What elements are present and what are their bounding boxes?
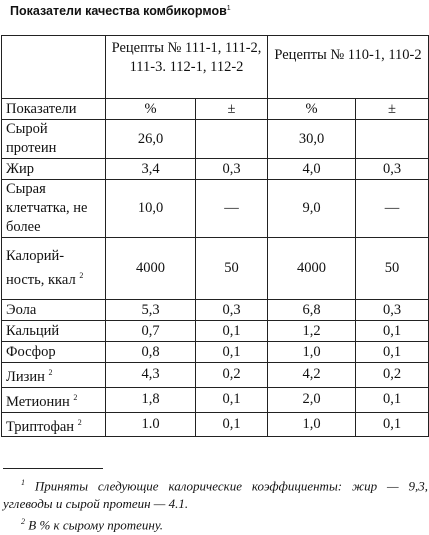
table-row: Калорий-ность, ккал 2 4000 50 4000 50 — [1, 237, 429, 300]
table-row: Триптофан 2 1.0 0,1 1,0 0,1 — [1, 411, 429, 438]
footnote-1: 1 Приняты следующие калорические коэффиц… — [3, 474, 428, 513]
group-2-percent-header: % — [267, 98, 356, 120]
group-2-percent: 4000 — [267, 237, 356, 300]
footnote-mark: 2 — [77, 417, 82, 427]
group-1-percent: 3,4 — [105, 158, 196, 180]
group-2-percent: 1,0 — [267, 341, 356, 363]
group-2-percent: 2,0 — [267, 386, 356, 413]
group-2-tolerance: 0,1 — [354, 341, 429, 363]
table-title: Показатели качества комбикормов1 — [10, 4, 420, 18]
group-1-percent: 26,0 — [105, 119, 196, 159]
footnote-1-mark: 1 — [21, 478, 25, 487]
quality-table: Рецепты № 111-1, 111-2, 111-3. 112-1, 11… — [1, 35, 429, 438]
group-2-percent: 1,2 — [267, 320, 356, 342]
group-2-tolerance: 0,3 — [354, 158, 429, 180]
group-1-tolerance: 0,1 — [195, 341, 268, 363]
group-1-tolerance: 0,3 — [195, 158, 268, 180]
group-1-tolerance: 0,1 — [195, 320, 268, 342]
group-1-percent: 4000 — [105, 237, 196, 300]
group-2-tolerance: 0,2 — [354, 362, 429, 388]
title-footnote-mark: 1 — [226, 4, 231, 12]
table-row: Сырая клетчатка, не более 10,0 — 9,0 — — [1, 179, 429, 238]
group-1-percent: 10,0 — [105, 179, 196, 238]
footnote-mark: 2 — [73, 392, 78, 402]
footnote-mark: 2 — [48, 368, 53, 377]
group-1-percent: 5,3 — [105, 299, 196, 321]
table-row: Жир 3,4 0,3 4,0 0,3 — [1, 158, 429, 180]
group-1-percent: 0,7 — [105, 320, 196, 342]
group-1-tolerance: 0,3 — [195, 299, 268, 321]
group-1-tolerance: 0,2 — [195, 362, 268, 388]
indicator-name: Калорий-ность, ккал 2 — [1, 237, 106, 300]
indicator-name: Триптофан 2 — [1, 411, 106, 438]
group-1-tolerance: 50 — [195, 237, 268, 300]
group-1-percent: 0,8 — [105, 341, 196, 363]
group-2-tolerance: 50 — [354, 237, 429, 300]
indicator-name: Лизин 2 — [1, 362, 106, 388]
group-2-percent: 4,2 — [267, 362, 356, 388]
footnote-2-text: В % к сырому протеину. — [28, 517, 164, 533]
header-empty-cell — [1, 35, 106, 99]
group-2-tolerance-header: ± — [354, 98, 429, 120]
footnote-2: 2 В % к сырому протеину. — [3, 513, 428, 534]
group-1-tolerance: — — [195, 179, 268, 238]
indicator-column-header: Показатели — [1, 98, 106, 120]
footnotes: 1 Приняты следующие калорические коэффиц… — [3, 474, 428, 535]
indicator-name: Фосфор — [1, 341, 106, 363]
footnote-1-text: Приняты следующие калорические коэффицие… — [3, 478, 428, 512]
group-2-percent: 6,8 — [267, 299, 356, 321]
group-2-tolerance: — — [354, 179, 429, 238]
footnote-mark: 2 — [79, 271, 84, 281]
group-1-percent: 1,8 — [105, 386, 196, 413]
indicator-name: Метионин 2 — [1, 386, 106, 413]
footnote-divider — [3, 468, 103, 469]
group-1-tolerance-header: ± — [195, 98, 268, 120]
group-header-row: Рецепты № 111-1, 111-2, 111-3. 112-1, 11… — [1, 35, 429, 99]
group-2-percent: 1,0 — [267, 411, 356, 438]
group-1-tolerance: 0,1 — [195, 411, 268, 438]
indicator-name: Кальций — [1, 320, 106, 342]
footnote-2-mark: 2 — [21, 517, 25, 527]
group-2-tolerance — [354, 119, 429, 159]
group-1-tolerance: 0,1 — [195, 386, 268, 413]
group-2-percent: 4,0 — [267, 158, 356, 180]
group-2-tolerance: 0,1 — [354, 320, 429, 342]
table-row: Метионин 2 1,8 0,1 2,0 0,1 — [1, 386, 429, 413]
group-2-percent: 30,0 — [267, 119, 356, 159]
indicator-name: Жир — [1, 158, 106, 180]
column-header-row: Показатели % ± % ± — [1, 98, 429, 120]
table-row: Эола 5,3 0,3 6,8 0,3 — [1, 299, 429, 321]
group-2-tolerance: 0,1 — [354, 411, 429, 438]
table-row: Лизин 2 4,3 0,2 4,2 0,2 — [1, 362, 429, 388]
table-row: Фосфор 0,8 0,1 1,0 0,1 — [1, 341, 429, 363]
group-2-percent: 9,0 — [267, 179, 356, 238]
group-2-tolerance: 0,3 — [354, 299, 429, 321]
recipe-group-2-header: Рецепты № 110-1, 110-2 — [266, 35, 429, 99]
group-2-tolerance: 0,1 — [354, 386, 429, 413]
table-row: Кальций 0,7 0,1 1,2 0,1 — [1, 320, 429, 342]
indicator-name: Сырой протеин — [1, 119, 106, 159]
indicator-name: Сырая клетчатка, не более — [1, 179, 106, 238]
group-1-percent: 1.0 — [105, 411, 196, 438]
table-row: Сырой протеин 26,0 30,0 — [1, 119, 429, 159]
group-1-percent: 4,3 — [105, 362, 196, 388]
indicator-name: Эола — [1, 299, 106, 321]
group-1-percent-header: % — [105, 98, 196, 120]
group-1-tolerance — [195, 119, 268, 159]
recipe-group-1-header: Рецепты № 111-1, 111-2, 111-3. 112-1, 11… — [105, 35, 268, 99]
title-text: Показатели качества комбикормов — [10, 4, 227, 18]
